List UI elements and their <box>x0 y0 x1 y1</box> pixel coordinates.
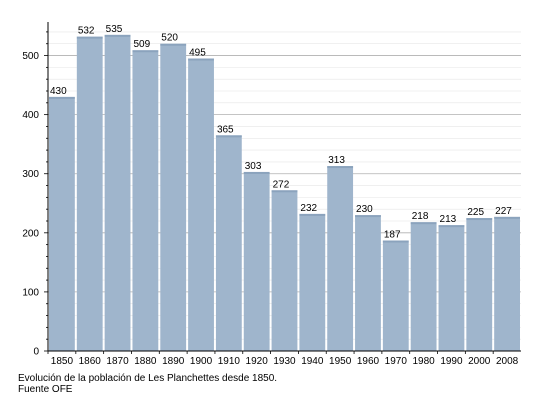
y-tick-label: 200 <box>22 228 39 239</box>
bar-1850 <box>49 96 75 351</box>
bar-1870 <box>104 34 131 351</box>
y-tick-label: 0 <box>33 347 39 358</box>
bar-top-edge <box>410 222 437 225</box>
bar-top-edge <box>160 43 187 46</box>
bar-2000 <box>466 218 493 351</box>
data-label: 532 <box>78 26 95 37</box>
bar-top-edge <box>215 135 242 138</box>
data-label: 187 <box>384 230 401 241</box>
bar-1920 <box>243 171 270 351</box>
bar-top-edge <box>327 166 354 169</box>
x-tick-label: 1890 <box>162 356 185 367</box>
x-tick-label: 1980 <box>412 356 435 367</box>
x-tick-label: 1900 <box>190 356 213 367</box>
data-labels: 430 532 535 509 520 495 365 303 272 232 313 230 187 2… <box>50 24 512 241</box>
data-label: 230 <box>356 204 373 215</box>
x-tick-label: 1950 <box>329 356 352 367</box>
bar-top-edge <box>104 34 131 37</box>
data-label: 313 <box>328 155 345 166</box>
bar-1860 <box>76 36 103 352</box>
chart-caption: Evolución de la población de Les Planche… <box>18 373 278 384</box>
data-label: 509 <box>133 39 150 50</box>
x-tick-label: 1880 <box>134 356 157 367</box>
bar-1890 <box>160 43 187 352</box>
bar-top-edge <box>132 50 159 53</box>
data-label: 430 <box>50 86 67 97</box>
data-label: 225 <box>467 207 484 218</box>
x-tick-label: 2000 <box>468 356 491 367</box>
x-tick-label: 1970 <box>385 356 408 367</box>
bar-top-edge <box>76 36 103 39</box>
bar-top-edge <box>243 171 270 174</box>
bar-top-edge <box>355 215 381 218</box>
bar-1970 <box>382 240 409 351</box>
bar-top-edge <box>494 216 520 219</box>
x-tick-label: 1960 <box>357 356 380 367</box>
bar-1940 <box>299 213 326 351</box>
bar-1930 <box>271 190 298 351</box>
bar-top-edge <box>271 190 298 193</box>
bar-top-edge <box>299 213 326 216</box>
chart-source: Fuente OFE <box>18 384 73 395</box>
bar-1880 <box>132 50 159 352</box>
x-tick-label: 1870 <box>106 356 129 367</box>
bar-1980 <box>410 222 437 351</box>
bar-1950 <box>327 166 354 351</box>
bar-top-edge <box>438 225 465 228</box>
data-label: 520 <box>161 33 178 44</box>
bar-top-edge <box>466 218 493 221</box>
data-label: 218 <box>412 211 429 222</box>
bar-top-edge <box>188 58 214 61</box>
x-tick-label: 1920 <box>246 356 269 367</box>
x-tick-label: 1930 <box>273 356 296 367</box>
y-tick-label: 500 <box>22 51 39 62</box>
x-tick-label: 1910 <box>218 356 241 367</box>
data-label: 213 <box>440 214 457 225</box>
bar-1990 <box>438 225 465 351</box>
data-label: 232 <box>300 203 317 214</box>
data-label: 227 <box>495 206 512 217</box>
y-tick-label: 100 <box>22 287 39 298</box>
data-label: 272 <box>273 179 290 190</box>
data-label: 365 <box>217 124 234 135</box>
bar-1960 <box>355 215 381 351</box>
x-tick-label: 1940 <box>301 356 324 367</box>
y-tick-label: 400 <box>22 110 39 121</box>
bars <box>49 34 520 352</box>
x-tick-label: 1850 <box>51 356 74 367</box>
data-label: 535 <box>106 24 123 35</box>
bar-top-edge <box>49 96 75 99</box>
bar-1910 <box>215 135 242 351</box>
data-label: 303 <box>245 161 262 172</box>
y-tick-label: 300 <box>22 169 39 180</box>
bar-top-edge <box>382 240 409 243</box>
data-label: 495 <box>189 48 206 59</box>
x-tick-label: 1860 <box>79 356 102 367</box>
axes: 0 100 200 300 400 500 1850 1860 1870 1880 1890 1900… <box>22 22 521 367</box>
bar-1900 <box>188 58 214 351</box>
x-tick-label: 2008 <box>496 356 519 367</box>
bar-2008 <box>494 216 520 351</box>
x-tick-label: 1990 <box>440 356 463 367</box>
